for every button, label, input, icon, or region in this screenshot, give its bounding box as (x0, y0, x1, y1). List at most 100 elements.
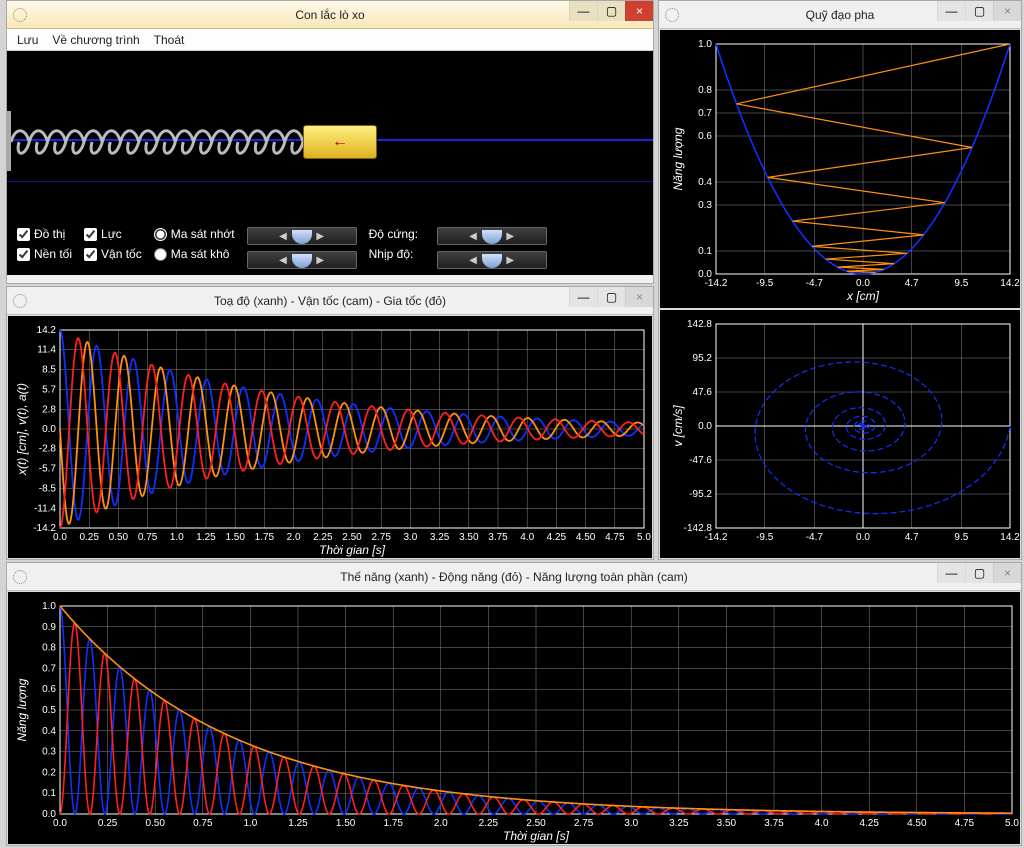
close-button[interactable]: × (993, 563, 1021, 583)
svg-text:0.3: 0.3 (698, 200, 712, 211)
svg-text:9.5: 9.5 (954, 532, 968, 543)
svg-text:2.0: 2.0 (287, 532, 301, 543)
phase-window: Quỹ đạo pha — ▢ × -14.2-9.5-4.70.04.79.5… (658, 0, 1022, 560)
svg-text:1.0: 1.0 (698, 39, 712, 50)
svg-text:-4.7: -4.7 (806, 278, 824, 289)
slider-docung[interactable]: ◀▶ (437, 227, 547, 245)
svg-text:Năng lượng: Năng lượng (671, 127, 685, 190)
svg-text:0.1: 0.1 (698, 246, 712, 257)
svg-text:-142.8: -142.8 (684, 523, 713, 534)
close-button[interactable]: × (993, 1, 1021, 21)
svg-text:0.3: 0.3 (42, 747, 56, 758)
svg-text:4.0: 4.0 (815, 818, 829, 829)
menu-save[interactable]: Lưu (17, 33, 38, 47)
svg-text:4.50: 4.50 (907, 818, 927, 829)
svg-text:5.0: 5.0 (1005, 818, 1019, 829)
svg-text:3.50: 3.50 (459, 532, 479, 543)
controls-panel: Đồ thị Nền tối Lực Vận tốc Ma sát nhớt M… (7, 223, 653, 275)
check-nentoi[interactable]: Nền tối (17, 247, 72, 261)
svg-text:4.25: 4.25 (859, 818, 879, 829)
svg-text:0.25: 0.25 (98, 818, 118, 829)
check-dothi[interactable]: Đồ thị (17, 227, 72, 241)
minimize-button[interactable]: — (569, 287, 597, 307)
close-button[interactable]: × (625, 287, 653, 307)
svg-text:1.75: 1.75 (383, 818, 403, 829)
minimize-button[interactable]: — (937, 563, 965, 583)
main-titlebar[interactable]: Con lắc lò xo — ▢ × (7, 1, 653, 29)
svg-text:v [cm/s]: v [cm/s] (671, 405, 685, 447)
spring-icon (11, 125, 303, 159)
svg-text:2.75: 2.75 (371, 532, 391, 543)
svg-text:95.2: 95.2 (693, 353, 713, 364)
slider-b[interactable]: ◀▶ (247, 251, 357, 269)
maximize-button[interactable]: ▢ (597, 1, 625, 21)
svg-text:1.0: 1.0 (170, 532, 184, 543)
svg-text:3.25: 3.25 (669, 818, 689, 829)
svg-text:x(t) [cm], v(t), a(t): x(t) [cm], v(t), a(t) (15, 383, 29, 476)
svg-text:1.25: 1.25 (288, 818, 308, 829)
maximize-button[interactable]: ▢ (965, 563, 993, 583)
svg-text:142.8: 142.8 (687, 319, 712, 330)
svg-text:2.25: 2.25 (313, 532, 333, 543)
svg-text:-47.6: -47.6 (689, 455, 712, 466)
svg-text:4.75: 4.75 (605, 532, 625, 543)
svg-text:0.8: 0.8 (42, 643, 56, 654)
svg-text:2.8: 2.8 (42, 404, 56, 415)
svg-text:0.8: 0.8 (698, 85, 712, 96)
close-button[interactable]: × (625, 1, 653, 21)
svg-text:Năng lượng: Năng lượng (15, 678, 29, 741)
svg-text:0.0: 0.0 (698, 269, 712, 280)
check-luc[interactable]: Lực (84, 227, 142, 241)
svg-text:0.0: 0.0 (42, 809, 56, 820)
svg-text:0.0: 0.0 (42, 424, 56, 435)
minimize-button[interactable]: — (937, 1, 965, 21)
svg-text:1.50: 1.50 (225, 532, 245, 543)
svg-text:-11.4: -11.4 (34, 503, 56, 514)
svg-text:-9.5: -9.5 (756, 278, 774, 289)
svg-text:-14.2: -14.2 (33, 523, 56, 534)
energy-window: Thế năng (xanh) - Động năng (đỏ) - Năng … (6, 562, 1022, 846)
svg-text:3.25: 3.25 (430, 532, 450, 543)
slider-nhipdo[interactable]: ◀▶ (437, 251, 547, 269)
check-vantoc[interactable]: Vận tốc (84, 247, 142, 261)
svg-text:3.75: 3.75 (488, 532, 508, 543)
svg-text:0.5: 0.5 (42, 705, 56, 716)
svg-text:-9.5: -9.5 (756, 532, 774, 543)
svg-text:4.25: 4.25 (547, 532, 567, 543)
svg-text:4.50: 4.50 (576, 532, 596, 543)
phase-top-plot: -14.2-9.5-4.70.04.79.514.20.00.10.30.40.… (659, 29, 1021, 309)
xva-titlebar[interactable]: Toạ độ (xanh) - Vận tốc (cam) - Gia tốc … (7, 287, 653, 315)
svg-text:0.1: 0.1 (42, 788, 56, 799)
radio-msnhot[interactable]: Ma sát nhớt (154, 227, 235, 241)
svg-text:-4.7: -4.7 (806, 532, 824, 543)
svg-text:14.2: 14.2 (1000, 532, 1020, 543)
svg-text:3.75: 3.75 (764, 818, 784, 829)
svg-text:1.25: 1.25 (196, 532, 216, 543)
svg-text:1.50: 1.50 (336, 818, 356, 829)
svg-text:2.75: 2.75 (574, 818, 594, 829)
slider-a[interactable]: ◀▶ (247, 227, 357, 245)
svg-text:0.0: 0.0 (698, 421, 712, 432)
svg-text:0.6: 0.6 (698, 131, 712, 142)
svg-text:0.2: 0.2 (42, 767, 56, 778)
svg-text:0.4: 0.4 (42, 726, 56, 737)
svg-text:2.25: 2.25 (479, 818, 499, 829)
maximize-button[interactable]: ▢ (965, 1, 993, 21)
svg-text:4.7: 4.7 (905, 532, 919, 543)
radio-mskho[interactable]: Ma sát khô (154, 247, 235, 261)
energy-titlebar[interactable]: Thế năng (xanh) - Động năng (đỏ) - Năng … (7, 563, 1021, 591)
mass-block[interactable]: ← (303, 125, 377, 159)
xva-title: Toạ độ (xanh) - Vận tốc (cam) - Gia tốc … (7, 294, 653, 308)
energy-title: Thế năng (xanh) - Động năng (đỏ) - Năng … (7, 570, 1021, 584)
svg-text:11.4: 11.4 (37, 345, 56, 356)
minimize-button[interactable]: — (569, 1, 597, 21)
menu-about[interactable]: Về chương trình (52, 33, 139, 47)
phase-titlebar[interactable]: Quỹ đạo pha — ▢ × (659, 1, 1021, 29)
maximize-button[interactable]: ▢ (597, 287, 625, 307)
svg-text:3.0: 3.0 (403, 532, 417, 543)
menu-exit[interactable]: Thoát (154, 33, 185, 47)
svg-text:4.75: 4.75 (955, 818, 975, 829)
svg-text:-2.8: -2.8 (39, 444, 57, 455)
xva-plot: 0.00.250.500.751.01.251.501.752.02.252.5… (7, 315, 653, 559)
svg-text:0.0: 0.0 (856, 532, 870, 543)
